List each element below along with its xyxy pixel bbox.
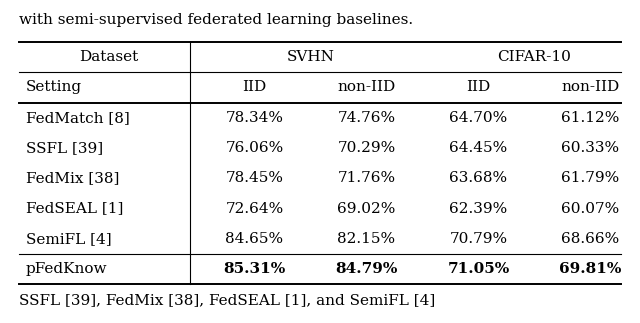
Text: 69.02%: 69.02% [337,202,396,215]
Text: SSFL [39], FedMix [38], FedSEAL [1], and SemiFL [4]: SSFL [39], FedMix [38], FedSEAL [1], and… [19,293,435,307]
Text: 74.76%: 74.76% [337,111,396,125]
Text: 60.33%: 60.33% [561,141,620,155]
Text: 71.05%: 71.05% [447,262,509,276]
Text: 82.15%: 82.15% [337,232,396,246]
Text: 64.45%: 64.45% [449,141,508,155]
Text: 61.12%: 61.12% [561,111,620,125]
Text: CIFAR-10: CIFAR-10 [497,50,572,64]
Text: 70.79%: 70.79% [449,232,508,246]
Text: 69.81%: 69.81% [559,262,621,276]
Text: IID: IID [243,80,266,94]
Text: Dataset: Dataset [79,50,138,64]
Text: FedMatch [8]: FedMatch [8] [26,111,129,125]
Text: 61.79%: 61.79% [561,171,620,185]
Text: 71.76%: 71.76% [337,171,396,185]
Text: 84.79%: 84.79% [335,262,397,276]
Text: 85.31%: 85.31% [223,262,285,276]
Text: with semi-supervised federated learning baselines.: with semi-supervised federated learning … [19,13,413,27]
Text: FedMix [38]: FedMix [38] [26,171,119,185]
Text: IID: IID [467,80,490,94]
Text: 70.29%: 70.29% [337,141,396,155]
Text: 78.45%: 78.45% [225,171,284,185]
Text: SSFL [39]: SSFL [39] [26,141,103,155]
Text: 63.68%: 63.68% [449,171,508,185]
Text: 68.66%: 68.66% [561,232,620,246]
Text: 72.64%: 72.64% [225,202,284,215]
Text: 84.65%: 84.65% [225,232,284,246]
Text: Setting: Setting [26,80,82,94]
Text: pFedKnow: pFedKnow [26,262,107,276]
Text: 76.06%: 76.06% [225,141,284,155]
Text: non-IID: non-IID [337,80,396,94]
Text: 62.39%: 62.39% [449,202,508,215]
Text: SVHN: SVHN [287,50,334,64]
Text: FedSEAL [1]: FedSEAL [1] [26,202,123,215]
Text: SemiFL [4]: SemiFL [4] [26,232,111,246]
Text: 78.34%: 78.34% [225,111,284,125]
Text: non-IID: non-IID [561,80,620,94]
Text: 64.70%: 64.70% [449,111,508,125]
Text: 60.07%: 60.07% [561,202,620,215]
